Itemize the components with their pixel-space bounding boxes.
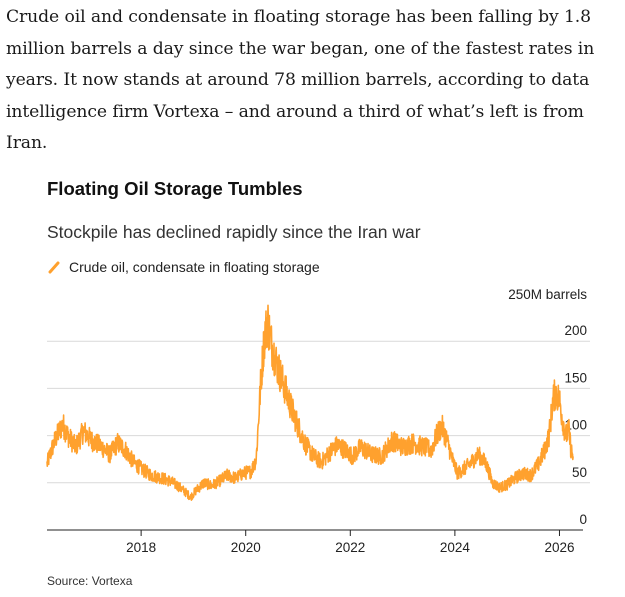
- legend-line-icon: [47, 260, 63, 274]
- series-line-floating-storage: [46, 304, 574, 501]
- x-tick-label: 2020: [231, 540, 261, 555]
- chart-legend: Crude oil, condensate in floating storag…: [47, 259, 320, 275]
- source-note: Source: Vortexa: [47, 574, 133, 588]
- x-tick-label: 2026: [544, 540, 574, 555]
- y-tick-label: 200: [564, 323, 587, 338]
- chart-title: Floating Oil Storage Tumbles: [47, 178, 303, 199]
- x-tick-label: 2024: [440, 540, 471, 555]
- article-paragraph: Crude oil and condensate in floating sto…: [6, 7, 595, 153]
- x-tick-label: 2022: [335, 540, 365, 555]
- chart-subtitle: Stockpile has declined rapidly since the…: [47, 222, 421, 242]
- y-tick-label: 100: [564, 418, 587, 433]
- y-tick-label: 50: [572, 465, 587, 480]
- y-tick-label: 0: [579, 512, 587, 527]
- y-axis-unit-label: 250M barrels: [508, 287, 587, 302]
- y-tick-label: 150: [564, 370, 587, 385]
- x-tick-label: 2018: [126, 540, 156, 555]
- legend-label: Crude oil, condensate in floating storag…: [69, 259, 320, 275]
